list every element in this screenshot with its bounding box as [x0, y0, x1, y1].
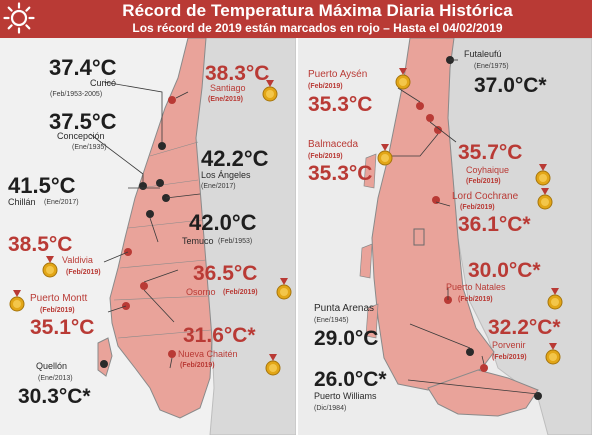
porvenir-temp: 32.2°C*	[488, 316, 561, 339]
osorno-temp: 36.5°C	[193, 262, 258, 285]
valdivia-marker	[124, 248, 132, 256]
gold-medal-icon	[545, 343, 561, 365]
puerto-montt-date: (Feb/2019)	[40, 307, 75, 314]
puerto-aysen-date: (Feb/2019)	[308, 83, 343, 90]
temuco-marker	[146, 210, 154, 218]
chile-map-south	[359, 38, 592, 435]
puerto-williams-city: Puerto Williams	[314, 391, 377, 401]
futaleufu-date: (Ene/1975)	[474, 63, 509, 70]
puerto-montt-city: Puerto Montt	[30, 293, 88, 304]
chillan-date: (Ene/2017)	[44, 199, 79, 206]
curico-city: Curicó	[90, 78, 117, 88]
valdivia-city: Valdivia	[62, 255, 93, 265]
balmaceda-marker	[434, 126, 442, 134]
gold-medal-icon	[265, 354, 281, 376]
map-panel-south: Futaleufú (Ene/1975) 37.0°C* Puerto Aysé…	[298, 38, 592, 435]
santiago-marker	[168, 96, 176, 104]
quellon-city: Quellón	[36, 361, 68, 371]
temuco-temp: 42.0°C	[189, 210, 257, 235]
puerto-williams-temp: 26.0°C*	[314, 368, 387, 391]
gold-medal-icon	[276, 278, 292, 300]
curico-temp: 37.4°C	[49, 55, 117, 80]
sun-icon	[3, 2, 35, 34]
puerto-aysen-temp: 35.3°C	[308, 93, 373, 116]
gold-medal-icon	[535, 164, 551, 186]
puerto-aysen-city: Puerto Aysén	[308, 69, 368, 80]
puerto-montt-temp: 35.1°C	[30, 316, 95, 339]
page-subtitle: Los récord de 2019 están marcados en roj…	[132, 21, 503, 35]
osorno-date: (Feb/2019)	[223, 289, 258, 296]
coyhaique-date: (Feb/2019)	[466, 178, 501, 185]
porvenir-marker	[480, 364, 488, 372]
puerto-natales-temp: 30.0°C*	[468, 259, 541, 282]
porvenir-date: (Feb/2019)	[492, 354, 527, 361]
futaleufu-temp: 37.0°C*	[474, 74, 547, 97]
lord-cochrane-date: (Feb/2019)	[460, 204, 495, 211]
concepcion-date: (Ene/1935)	[72, 144, 107, 151]
santiago-city: Santiago	[210, 83, 246, 93]
balmaceda-date: (Feb/2019)	[308, 153, 343, 160]
temuco-date: (Feb/1953)	[218, 238, 253, 245]
osorno-marker	[140, 282, 148, 290]
los-angeles-temp: 42.2°C	[201, 146, 269, 171]
los-angeles-city: Los Ángeles	[201, 170, 251, 180]
concepcion-temp: 37.5°C	[49, 109, 117, 134]
chillan-temp: 41.5°C	[8, 173, 76, 198]
quellon-temp: 30.3°C*	[18, 385, 91, 408]
coyhaique-city: Coyhaique	[466, 165, 510, 175]
punta-arenas-marker	[466, 348, 474, 356]
nueva-chaiten-city: Nueva Chaitén	[178, 349, 238, 359]
gold-medal-icon	[42, 256, 58, 278]
coyhaique-marker	[426, 114, 434, 122]
gold-medal-icon	[377, 144, 393, 166]
puerto-williams-marker	[534, 392, 542, 400]
page-title: Récord de Temperatura Máxima Diaria Hist…	[122, 1, 513, 20]
puerto-natales-date: (Feb/2019)	[458, 296, 493, 303]
lord-cochrane-temp: 36.1°C*	[458, 213, 531, 236]
map-panel-north: 37.4°C Curicó (Feb/1953-2005) 38.3°C San…	[0, 38, 296, 435]
coyhaique-temp: 35.7°C	[458, 141, 523, 164]
porvenir-city: Porvenir	[492, 340, 526, 350]
nueva-chaiten-date: (Feb/2019)	[180, 362, 215, 369]
curico-marker	[158, 142, 166, 150]
valdivia-temp: 38.5°C	[8, 233, 73, 256]
concepcion-marker	[139, 182, 147, 190]
temuco-city: Temuco	[182, 236, 214, 246]
punta-arenas-city: Punta Arenas	[314, 303, 375, 314]
quellon-date: (Ene/2013)	[38, 375, 73, 382]
nueva-chaiten-temp: 31.6°C*	[183, 324, 256, 347]
chillan-marker	[156, 179, 164, 187]
valdivia-date: (Feb/2019)	[66, 269, 101, 276]
gold-medal-icon	[547, 288, 563, 310]
gold-medal-icon	[9, 290, 25, 312]
gold-medal-icon	[262, 80, 278, 102]
quellon-marker	[100, 360, 108, 368]
lord-cochrane-city: Lord Cochrane	[452, 191, 519, 202]
header-banner: Récord de Temperatura Máxima Diaria Hist…	[0, 0, 592, 38]
gold-medal-icon	[395, 68, 411, 90]
santiago-date: (Ene/2019)	[208, 96, 244, 103]
concepcion-city: Concepción	[57, 131, 105, 141]
puerto-natales-city: Puerto Natales	[446, 282, 506, 292]
punta-arenas-temp: 29.0°C	[314, 327, 379, 350]
osorno-city: Osorno	[186, 287, 216, 297]
panel-divider	[296, 38, 298, 435]
puerto-williams-date: (Dic/1984)	[314, 405, 347, 412]
chillan-city: Chillán	[8, 197, 36, 207]
balmaceda-temp: 35.3°C	[308, 162, 373, 185]
balmaceda-city: Balmaceda	[308, 139, 359, 150]
puerto-aysen-marker	[416, 102, 424, 110]
chile-map-north	[89, 38, 296, 435]
gold-medal-icon	[537, 188, 553, 210]
punta-arenas-date: (Ene/1945)	[314, 317, 349, 324]
santiago-temp: 38.3°C	[205, 62, 270, 85]
los-angeles-date: (Ene/2017)	[201, 183, 236, 190]
futaleufu-city: Futaleufú	[464, 49, 502, 59]
lord-cochrane-marker	[432, 196, 440, 204]
curico-date: (Feb/1953-2005)	[50, 91, 103, 98]
nueva-chaiten-marker	[168, 350, 176, 358]
